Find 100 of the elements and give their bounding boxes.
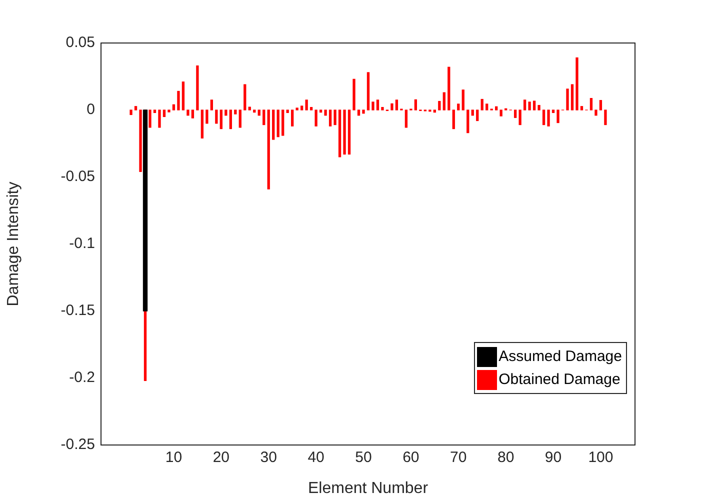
bar — [381, 106, 384, 110]
y-tick-label: -0.2 — [69, 369, 95, 386]
bar — [590, 98, 593, 110]
bar — [224, 110, 228, 116]
bar — [300, 106, 304, 110]
bar — [319, 110, 322, 113]
bar — [186, 110, 190, 116]
bar — [262, 110, 266, 126]
bar — [366, 72, 370, 110]
bar — [153, 110, 156, 114]
y-tick-label: -0.25 — [60, 436, 95, 454]
bar — [310, 106, 313, 110]
bar — [191, 110, 194, 118]
bar — [594, 110, 598, 116]
x-tick-label: 90 — [544, 449, 562, 466]
bar — [282, 110, 284, 136]
bar — [390, 103, 394, 110]
bar — [442, 92, 446, 110]
bar — [528, 102, 531, 110]
bar — [215, 110, 218, 124]
bar — [480, 98, 484, 110]
bar — [177, 90, 180, 110]
x-tick-label: 70 — [450, 449, 467, 466]
bar — [433, 110, 436, 113]
bar — [234, 110, 237, 114]
bar — [148, 110, 152, 128]
bar — [328, 110, 332, 126]
bar — [253, 110, 256, 113]
bar — [338, 110, 342, 158]
bar — [466, 110, 470, 134]
bar — [220, 110, 222, 130]
bar — [168, 110, 170, 112]
bar — [324, 110, 327, 116]
bar — [438, 100, 441, 110]
bar — [556, 110, 560, 124]
bar — [580, 106, 584, 110]
bar — [471, 110, 474, 116]
bar — [538, 104, 540, 110]
x-tick-label: 10 — [165, 449, 182, 466]
bar — [604, 110, 607, 126]
x-tick-label: 30 — [260, 449, 277, 466]
y-tick-label: -0.05 — [60, 168, 95, 186]
x-tick-label: 20 — [212, 449, 230, 466]
bar — [142, 110, 148, 312]
bar — [362, 110, 365, 114]
bar — [158, 110, 161, 128]
bar — [172, 104, 176, 110]
y-tick-label: -0.1 — [69, 235, 95, 252]
bar — [352, 78, 356, 110]
bar — [162, 110, 166, 118]
bar — [210, 100, 214, 110]
bar — [542, 110, 546, 126]
bar — [343, 110, 346, 155]
bar — [414, 99, 418, 110]
legend-label: Obtained Damage — [498, 371, 620, 388]
bar — [547, 110, 550, 126]
bar — [196, 65, 199, 110]
bar — [500, 110, 502, 116]
x-tick-label: 50 — [355, 449, 372, 466]
x-tick-label: 60 — [402, 449, 420, 466]
y-tick-label: 0.05 — [66, 34, 95, 52]
bar — [314, 110, 318, 126]
bar — [452, 110, 455, 130]
bar — [462, 90, 464, 110]
x-tick-label: 80 — [497, 449, 514, 466]
bar — [348, 110, 351, 155]
y-axis-title: Damage Intensity — [5, 182, 22, 306]
bar — [130, 110, 132, 116]
bar — [134, 106, 138, 110]
bar — [305, 100, 308, 110]
y-tick-label: -0.15 — [60, 302, 95, 320]
bar — [248, 106, 251, 110]
bar — [523, 100, 526, 110]
bar — [206, 110, 208, 124]
bar — [576, 57, 578, 110]
bar — [486, 104, 488, 110]
bar — [404, 110, 408, 128]
bar — [200, 110, 204, 138]
bar — [139, 110, 142, 172]
legend-label: Assumed Damage — [498, 348, 622, 365]
bar — [296, 108, 298, 110]
bar — [552, 110, 555, 114]
bar — [448, 66, 450, 110]
bar — [229, 110, 232, 130]
bar — [599, 100, 602, 110]
bar — [532, 100, 536, 110]
bar — [570, 84, 574, 110]
bar — [495, 106, 498, 110]
bar — [258, 110, 260, 116]
x-axis-title: Element Number — [308, 480, 429, 497]
bar — [267, 110, 270, 190]
bar — [566, 88, 569, 110]
bar — [395, 100, 398, 110]
bar — [334, 110, 336, 126]
bar — [182, 82, 185, 110]
bar — [457, 104, 460, 110]
bar — [372, 102, 374, 110]
bar — [238, 110, 242, 128]
bar — [476, 110, 479, 122]
x-tick-label: 100 — [588, 449, 614, 466]
